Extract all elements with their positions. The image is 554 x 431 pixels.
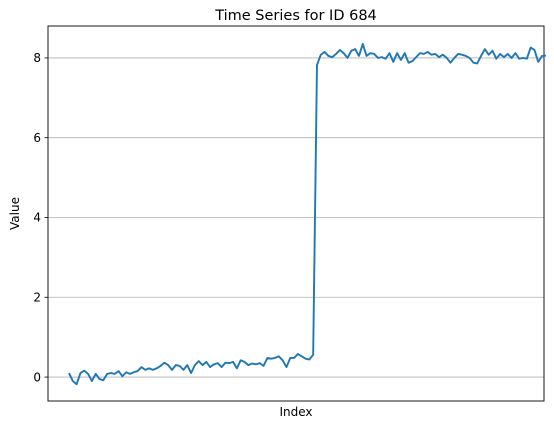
y-tick-label: 4 (33, 211, 41, 225)
y-tick-label: 6 (33, 131, 41, 145)
plot-area-frame (47, 25, 545, 402)
series-group (68, 43, 547, 386)
series-line (68, 43, 547, 386)
y-tick-label: 8 (33, 51, 41, 65)
x-axis-label: Index (279, 405, 312, 419)
y-tick-label: 2 (33, 290, 41, 304)
y-axis-ticks: 0 2 4 6 8 (33, 51, 48, 384)
y-grid (48, 57, 544, 378)
y-tick-label: 0 (33, 370, 41, 384)
y-axis-label: Value (8, 197, 22, 230)
chart-title: Time Series for ID 684 (214, 8, 377, 24)
